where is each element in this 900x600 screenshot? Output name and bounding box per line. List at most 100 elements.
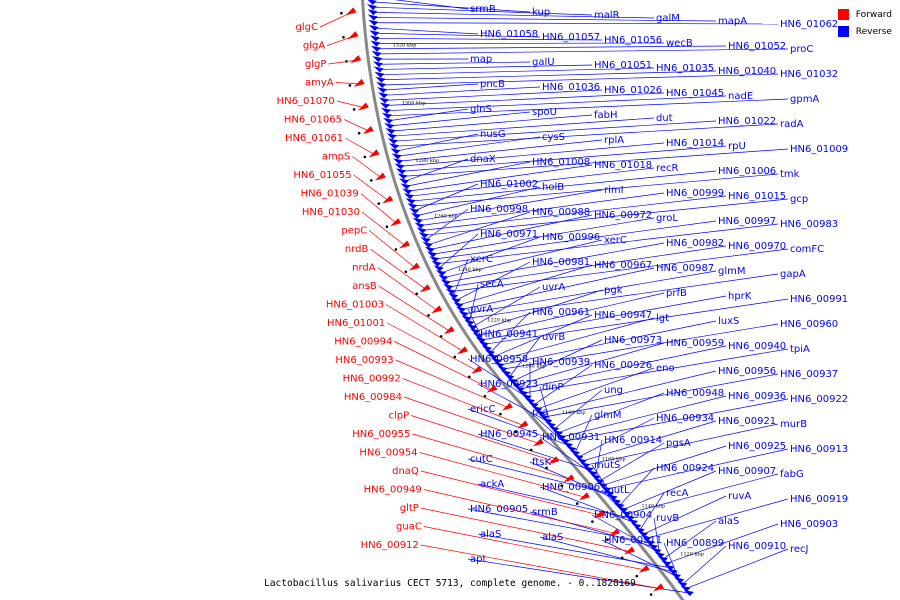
gene-label-rpla[interactable]: rplA — [604, 135, 624, 146]
gene-label-hn6-00941[interactable]: HN6_00941 — [480, 329, 538, 340]
gene-label-galu[interactable]: galU — [532, 57, 555, 68]
gene-label-nade[interactable]: nadE — [728, 91, 753, 102]
gene-label-hn6-01022[interactable]: HN6_01022 — [718, 116, 776, 127]
gene-label-hn6-01055[interactable]: HN6_01055 — [293, 170, 351, 181]
gene-label-recr[interactable]: recR — [656, 163, 679, 174]
gene-label-amya[interactable]: amyA — [305, 78, 334, 89]
gene-label-murb[interactable]: murB — [780, 419, 807, 430]
gene-label-recj[interactable]: recJ — [790, 544, 809, 555]
gene-label-cyss[interactable]: cysS — [542, 132, 565, 143]
gene-label-hn6-00996[interactable]: HN6_00996 — [542, 232, 600, 243]
gene-label-hn6-00981[interactable]: HN6_00981 — [532, 257, 590, 268]
gene-label-rimi[interactable]: rimI — [604, 185, 624, 196]
gene-label-muts[interactable]: mutS — [594, 460, 620, 471]
gene-label-hn6-00967[interactable]: HN6_00967 — [594, 260, 652, 271]
gene-label-hn6-00947[interactable]: HN6_00947 — [594, 310, 652, 321]
gene-label-ruvb[interactable]: ruvB — [656, 513, 679, 524]
gene-label-hn6-01030[interactable]: HN6_01030 — [302, 207, 360, 218]
gene-label-dinp[interactable]: dinP — [542, 382, 564, 393]
gene-label-hn6-00936[interactable]: HN6_00936 — [728, 391, 786, 402]
gene-label-rpu[interactable]: rpU — [728, 141, 746, 152]
gene-label-xerc[interactable]: xerC — [470, 254, 493, 265]
gene-label-hn6-00959[interactable]: HN6_00959 — [666, 338, 724, 349]
gene-label-hn6-00973[interactable]: HN6_00973 — [604, 335, 662, 346]
gene-label-hn6-01008[interactable]: HN6_01008 — [532, 157, 590, 168]
gene-label-srmb[interactable]: srmB — [470, 4, 496, 15]
gene-label-hn6-00914[interactable]: HN6_00914 — [604, 435, 662, 446]
gene-label-hn6-00931[interactable]: HN6_00931 — [542, 432, 600, 443]
gene-label-alas[interactable]: alaS — [480, 529, 501, 540]
gene-label-hn6-00919[interactable]: HN6_00919 — [790, 494, 848, 505]
gene-label-hn6-00925[interactable]: HN6_00925 — [728, 441, 786, 452]
gene-label-map[interactable]: map — [470, 54, 492, 65]
gene-label-hn6-00972[interactable]: HN6_00972 — [594, 210, 652, 221]
gene-label-hn6-00906[interactable]: HN6_00906 — [542, 482, 600, 493]
gene-label-ruva[interactable]: ruvA — [728, 491, 751, 502]
gene-label-hn6-00982[interactable]: HN6_00982 — [666, 238, 724, 249]
gene-label-hn6-00899[interactable]: HN6_00899 — [666, 538, 724, 549]
gene-label-hn6-00926[interactable]: HN6_00926 — [594, 360, 652, 371]
gene-label-hn6-00988[interactable]: HN6_00988 — [532, 207, 590, 218]
gene-label-hn6-00937[interactable]: HN6_00937 — [780, 369, 838, 380]
gene-label-xerc[interactable]: xerC — [604, 235, 627, 246]
gene-label-hn6-01056[interactable]: HN6_01056 — [604, 35, 662, 46]
gene-label-hn6-01006[interactable]: HN6_01006 — [718, 166, 776, 177]
gene-label-dnax[interactable]: dnaX — [470, 154, 496, 165]
gene-label-gpma[interactable]: gpmA — [790, 94, 819, 105]
gene-label-hn6-00934[interactable]: HN6_00934 — [656, 413, 714, 424]
gene-label-hn6-01003[interactable]: HN6_01003 — [326, 300, 384, 311]
gene-label-hn6-00912[interactable]: HN6_00912 — [361, 540, 419, 551]
gene-label-hn6-01001[interactable]: HN6_01001 — [327, 318, 385, 329]
gene-label-pncb[interactable]: pncB — [480, 79, 505, 90]
gene-label-hn6-01045[interactable]: HN6_01045 — [666, 88, 724, 99]
gene-label-proc[interactable]: proC — [790, 44, 813, 55]
gene-label-glgp[interactable]: glgP — [305, 59, 327, 70]
gene-label-gapa[interactable]: gapA — [780, 269, 806, 280]
gene-label-hn6-00907[interactable]: HN6_00907 — [718, 466, 776, 477]
gene-label-lgt[interactable]: lgt — [656, 313, 669, 324]
gene-label-glns[interactable]: glnS — [470, 104, 492, 115]
gene-label-hn6-00945[interactable]: HN6_00945 — [480, 429, 538, 440]
gene-label-reca[interactable]: recA — [666, 488, 689, 499]
gene-label-dut[interactable]: dut — [656, 113, 673, 124]
gene-label-amps[interactable]: ampS — [322, 152, 351, 163]
gene-label-alas[interactable]: alaS — [542, 532, 563, 543]
gene-label-hn6-00955[interactable]: HN6_00955 — [352, 429, 410, 440]
gene-label-ung[interactable]: ung — [604, 385, 623, 396]
gene-label-alas[interactable]: alaS — [718, 516, 739, 527]
gene-label-hn6-01015[interactable]: HN6_01015 — [728, 191, 786, 202]
gene-label-acka[interactable]: ackA — [480, 479, 504, 490]
gene-label-hn6-01062[interactable]: HN6_01062 — [780, 19, 838, 30]
gene-label-hn6-01040[interactable]: HN6_01040 — [718, 66, 776, 77]
gene-label-hn6-01014[interactable]: HN6_01014 — [666, 138, 724, 149]
gene-label-pgsa[interactable]: pgsA — [666, 438, 691, 449]
gene-label-hn6-00971[interactable]: HN6_00971 — [480, 229, 538, 240]
gene-label-srmb[interactable]: srmB — [532, 507, 558, 518]
gene-label-comfc[interactable]: comFC — [790, 244, 824, 255]
gene-label-mutl[interactable]: mutL — [604, 485, 630, 496]
gene-label-kup[interactable]: kup — [532, 7, 550, 18]
gene-label-mapa[interactable]: mapA — [718, 16, 747, 27]
gene-label-hn6-00958[interactable]: HN6_00958 — [470, 354, 528, 365]
gene-label-hn6-00911[interactable]: HN6_00911 — [604, 535, 662, 546]
gene-label-hn6-00948[interactable]: HN6_00948 — [666, 388, 724, 399]
gene-label-hn6-00903[interactable]: HN6_00903 — [780, 519, 838, 530]
gene-label-hn6-01051[interactable]: HN6_01051 — [594, 60, 652, 71]
gene-label-hn6-00992[interactable]: HN6_00992 — [343, 374, 401, 385]
gene-label-hn6-01026[interactable]: HN6_01026 — [604, 85, 662, 96]
gene-label-hn6-00984[interactable]: HN6_00984 — [344, 392, 402, 403]
gene-label-uvra[interactable]: uvrA — [542, 282, 565, 293]
gene-label-spou[interactable]: spoU — [532, 107, 557, 118]
gene-label-seca[interactable]: secA — [480, 279, 504, 290]
gene-label-uvra[interactable]: uvrA — [470, 304, 493, 315]
gene-label-hn6-00910[interactable]: HN6_00910 — [728, 541, 786, 552]
gene-label-prfb[interactable]: prfB — [666, 288, 687, 299]
gene-label-hn6-01002[interactable]: HN6_01002 — [480, 179, 538, 190]
gene-label-hn6-01036[interactable]: HN6_01036 — [542, 82, 600, 93]
gene-label-pta[interactable]: pta — [532, 407, 548, 418]
gene-label-ansb[interactable]: ansB — [352, 281, 377, 292]
gene-label-hn6-00991[interactable]: HN6_00991 — [790, 294, 848, 305]
gene-label-gcp[interactable]: gcp — [790, 194, 808, 205]
gene-label-cutc[interactable]: cutC — [470, 454, 493, 465]
gene-label-malr[interactable]: malR — [594, 10, 620, 21]
